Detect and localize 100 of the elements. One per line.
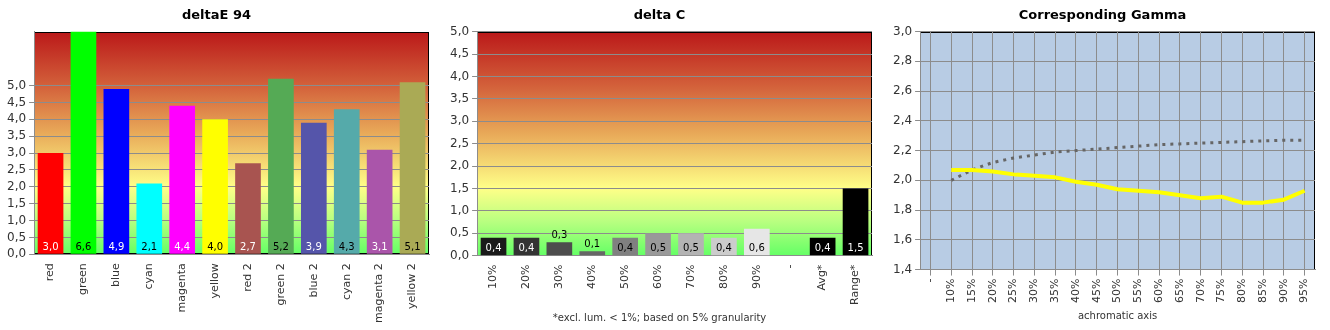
data-label: 6,6 bbox=[75, 240, 92, 252]
x-tick-label: blue 2 bbox=[306, 263, 320, 298]
x-axis-title: achromatic axis bbox=[1077, 309, 1158, 321]
bar bbox=[300, 122, 327, 254]
x-tick-label: red bbox=[43, 263, 57, 282]
data-label: 2,7 bbox=[240, 240, 256, 252]
bar bbox=[842, 188, 869, 256]
x-tick-label: 15% bbox=[964, 278, 978, 303]
x-tick-label: 60% bbox=[650, 264, 664, 290]
x-tick-label: magenta 2 bbox=[372, 263, 386, 324]
data-label: 2,1 bbox=[141, 240, 158, 252]
data-label: 1,5 bbox=[847, 242, 864, 254]
y-tick-label: 3,5 bbox=[449, 90, 470, 105]
bar bbox=[235, 163, 261, 254]
data-label: 4,9 bbox=[108, 240, 125, 252]
bar bbox=[546, 242, 573, 256]
x-tick-label: 30% bbox=[1027, 278, 1041, 303]
data-label: 3,0 bbox=[42, 240, 59, 252]
x-tick-label: - bbox=[782, 264, 796, 269]
data-label: 0,3 bbox=[551, 228, 568, 240]
y-tick-label: 3,0 bbox=[449, 113, 470, 128]
y-tick-label: 2,5 bbox=[449, 135, 470, 150]
y-tick-label: 1,6 bbox=[892, 231, 913, 246]
y-tick-label: 3,0 bbox=[6, 145, 27, 160]
y-tick-label: 1,5 bbox=[449, 180, 470, 195]
y-tick-label: 2,4 bbox=[892, 112, 913, 127]
y-tick-label: 4,5 bbox=[449, 46, 470, 61]
y-tick-label: 4,5 bbox=[6, 94, 27, 109]
x-tick-label: 10% bbox=[486, 264, 500, 290]
data-label: 0,5 bbox=[650, 242, 667, 254]
x-tick-label: 95% bbox=[1297, 278, 1311, 303]
x-tick-label: red 2 bbox=[240, 263, 254, 292]
bar bbox=[333, 109, 360, 254]
y-tick-label: 0,0 bbox=[6, 246, 27, 261]
data-label: 4,3 bbox=[338, 240, 355, 252]
x-tick-label: 70% bbox=[1193, 278, 1207, 303]
data-label: 0,4 bbox=[814, 242, 831, 254]
x-tick-label: 35% bbox=[1048, 278, 1062, 303]
bar bbox=[37, 153, 64, 254]
y-tick-label: 0,0 bbox=[449, 247, 470, 262]
y-tick-label: 2,0 bbox=[449, 158, 470, 173]
x-tick-label: 30% bbox=[552, 264, 566, 290]
data-label: 3,9 bbox=[305, 240, 322, 252]
data-label: 3,1 bbox=[371, 240, 388, 252]
y-tick-label: 2,0 bbox=[6, 178, 27, 193]
bar bbox=[202, 119, 228, 254]
x-tick-label: 40% bbox=[585, 264, 599, 290]
y-tick-label: 5,0 bbox=[6, 77, 27, 92]
data-label: 5,2 bbox=[272, 240, 289, 252]
chart-title: Corresponding Gamma bbox=[1018, 7, 1187, 23]
data-label: 4,4 bbox=[174, 240, 191, 252]
x-tick-label: 90% bbox=[1276, 278, 1290, 303]
x-tick-label: 25% bbox=[1006, 278, 1020, 303]
y-tick-label: 5,0 bbox=[449, 23, 470, 38]
y-tick-label: 0,5 bbox=[449, 225, 470, 240]
x-tick-label: green bbox=[76, 263, 90, 296]
data-label: 0,4 bbox=[617, 242, 634, 254]
data-label: 0,4 bbox=[715, 242, 732, 254]
x-tick-label: yellow 2 bbox=[405, 263, 419, 309]
bar bbox=[103, 88, 130, 254]
y-tick-label: 1,5 bbox=[6, 195, 27, 210]
x-tick-label: 75% bbox=[1214, 278, 1228, 303]
chart-title: delta C bbox=[633, 7, 686, 23]
bar bbox=[399, 82, 426, 254]
x-tick-label: 60% bbox=[1151, 278, 1165, 303]
x-tick-label: cyan bbox=[142, 263, 156, 290]
y-tick-label: 2,6 bbox=[892, 83, 913, 98]
bar bbox=[366, 149, 393, 254]
x-tick-label: 65% bbox=[1172, 278, 1186, 303]
x-tick-label: Range* bbox=[848, 264, 862, 306]
data-label: 4,0 bbox=[207, 240, 224, 252]
x-tick-label: 90% bbox=[749, 264, 763, 290]
y-tick-label: 2,0 bbox=[892, 172, 913, 187]
x-tick-label: 10% bbox=[944, 278, 958, 303]
x-tick-label: cyan 2 bbox=[339, 263, 353, 301]
bar bbox=[70, 31, 97, 254]
y-tick-label: 4,0 bbox=[449, 68, 470, 83]
x-tick-label: 40% bbox=[1068, 278, 1082, 303]
x-tick-label: blue bbox=[109, 263, 123, 288]
y-tick-label: 0,5 bbox=[6, 229, 27, 244]
x-tick-label: 45% bbox=[1089, 278, 1103, 303]
x-tick-label: green 2 bbox=[273, 263, 287, 306]
x-tick-label: 50% bbox=[618, 264, 632, 290]
data-label: 0,1 bbox=[584, 237, 601, 249]
y-tick-label: 1,0 bbox=[449, 202, 470, 217]
bar bbox=[268, 78, 294, 254]
x-tick-label: 55% bbox=[1131, 278, 1145, 303]
bar bbox=[136, 183, 163, 254]
x-tick-label: 80% bbox=[1235, 278, 1249, 303]
y-tick-label: 1,0 bbox=[6, 212, 27, 227]
data-label: 5,1 bbox=[404, 240, 421, 252]
y-tick-label: 1,8 bbox=[892, 202, 913, 217]
x-tick-label: 20% bbox=[985, 278, 999, 303]
x-tick-label: Avg* bbox=[815, 264, 829, 291]
data-label: 0,4 bbox=[518, 242, 535, 254]
x-tick-label: - bbox=[923, 278, 937, 283]
x-tick-label: 70% bbox=[683, 264, 697, 290]
x-tick-label: 80% bbox=[716, 264, 730, 290]
x-tick-label: 20% bbox=[519, 264, 533, 290]
y-tick-label: 4,0 bbox=[6, 111, 27, 126]
